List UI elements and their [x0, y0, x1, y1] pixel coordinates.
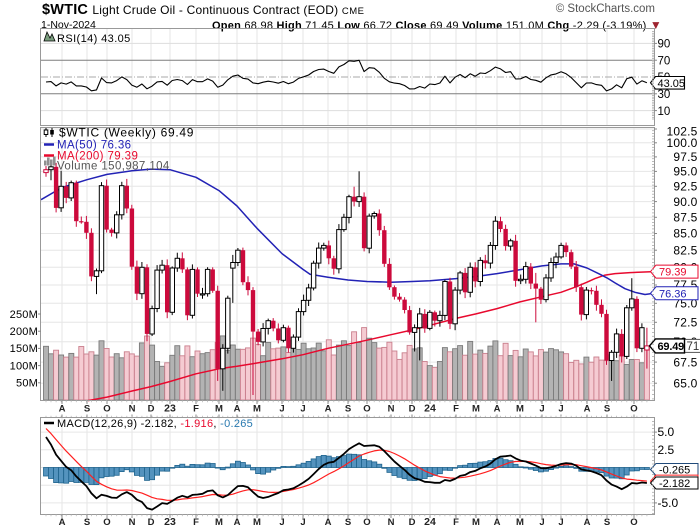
svg-text:M: M — [516, 404, 524, 415]
svg-text:A: A — [59, 404, 66, 415]
svg-text:43.05: 43.05 — [658, 78, 686, 90]
svg-text:S: S — [84, 517, 90, 528]
svg-text:102.5: 102.5 — [666, 125, 697, 139]
svg-text:30: 30 — [658, 89, 671, 101]
svg-text:92.5: 92.5 — [673, 180, 697, 194]
svg-text:-5.0: -5.0 — [658, 496, 679, 510]
svg-text:S: S — [345, 517, 351, 528]
svg-text:J: J — [539, 404, 544, 415]
svg-text:-2.182: -2.182 — [659, 478, 690, 490]
svg-text:24: 24 — [424, 403, 436, 415]
svg-text:100.0: 100.0 — [666, 136, 697, 150]
svg-text:10: 10 — [658, 106, 671, 118]
svg-text:MA(50) 76.36: MA(50) 76.36 — [57, 140, 131, 152]
svg-text:RSI(14) 43.05: RSI(14) 43.05 — [57, 33, 131, 45]
svg-text:M: M — [472, 404, 480, 415]
svg-text:72.5: 72.5 — [673, 316, 697, 330]
svg-text:76.36: 76.36 — [659, 288, 687, 300]
svg-text:$WTIC (Weekly) 69.49: $WTIC (Weekly) 69.49 — [59, 126, 194, 140]
svg-text:70: 70 — [658, 55, 671, 67]
svg-text:F: F — [193, 404, 199, 415]
svg-text:S: S — [604, 517, 610, 528]
svg-text:23: 23 — [164, 403, 176, 415]
svg-text:J: J — [300, 404, 305, 415]
svg-text:A: A — [234, 517, 241, 528]
svg-text:M: M — [215, 404, 223, 415]
svg-text:250M: 250M — [10, 309, 38, 321]
svg-text:79.39: 79.39 — [659, 267, 687, 279]
svg-text:N: N — [388, 404, 395, 415]
svg-text:J: J — [539, 517, 544, 528]
svg-text:69.49: 69.49 — [658, 341, 685, 353]
svg-text:82.5: 82.5 — [673, 243, 697, 257]
svg-text:D: D — [148, 517, 155, 528]
svg-text:S: S — [345, 404, 351, 415]
svg-text:50M: 50M — [16, 378, 38, 390]
svg-text:M: M — [215, 517, 223, 528]
svg-text:O: O — [363, 517, 370, 528]
svg-text:M: M — [253, 404, 261, 415]
svg-text:Volume 150,987,104: Volume 150,987,104 — [57, 161, 170, 173]
svg-text:90: 90 — [658, 39, 671, 51]
svg-text:90.0: 90.0 — [673, 195, 697, 209]
svg-text:A: A — [59, 517, 66, 528]
svg-text:J: J — [300, 517, 305, 528]
svg-text:65.0: 65.0 — [673, 376, 697, 390]
svg-text:M: M — [253, 517, 261, 528]
svg-text:A: A — [584, 517, 591, 528]
svg-text:D: D — [409, 517, 416, 528]
svg-text:5.0: 5.0 — [658, 425, 675, 439]
svg-text:O: O — [363, 404, 370, 415]
svg-text:23: 23 — [164, 516, 176, 528]
svg-text:N: N — [388, 517, 395, 528]
svg-text:N: N — [129, 517, 136, 528]
svg-text:O: O — [630, 404, 637, 415]
svg-text:O: O — [103, 404, 110, 415]
svg-text:A: A — [494, 517, 501, 528]
svg-text:J: J — [558, 517, 563, 528]
svg-text:150M: 150M — [10, 343, 38, 355]
svg-text:71.07: 71.07 — [687, 341, 700, 353]
svg-text:100M: 100M — [10, 360, 38, 372]
svg-text:D: D — [148, 404, 155, 415]
svg-text:85.0: 85.0 — [673, 227, 697, 241]
svg-text:95.0: 95.0 — [673, 165, 697, 179]
svg-text:F: F — [193, 517, 199, 528]
svg-text:24: 24 — [424, 516, 436, 528]
svg-text:M: M — [472, 517, 480, 528]
svg-text:O: O — [630, 517, 637, 528]
svg-text:97.5: 97.5 — [673, 150, 697, 164]
svg-text:MACD(12,26,9) -2.182, -1.916,: MACD(12,26,9) -2.182, -1.916, -0.265 — [57, 418, 253, 430]
svg-text:A: A — [234, 404, 241, 415]
svg-text:M: M — [516, 517, 524, 528]
svg-text:A: A — [325, 517, 332, 528]
svg-text:87.5: 87.5 — [673, 211, 697, 225]
svg-text:200M: 200M — [10, 326, 38, 338]
svg-text:J: J — [279, 404, 284, 415]
svg-text:A: A — [325, 404, 332, 415]
svg-text:F: F — [453, 517, 459, 528]
svg-text:O: O — [103, 517, 110, 528]
svg-text:-0.265: -0.265 — [659, 465, 690, 477]
svg-text:N: N — [129, 404, 136, 415]
svg-text:2.5: 2.5 — [658, 443, 675, 457]
svg-text:S: S — [604, 404, 610, 415]
svg-text:MA(200) 79.39: MA(200) 79.39 — [57, 151, 138, 163]
svg-text:D: D — [409, 404, 416, 415]
svg-text:F: F — [453, 404, 459, 415]
svg-text:67.5: 67.5 — [673, 355, 697, 369]
svg-text:J: J — [279, 517, 284, 528]
svg-text:S: S — [84, 404, 90, 415]
svg-text:J: J — [558, 404, 563, 415]
svg-text:A: A — [584, 404, 591, 415]
svg-text:A: A — [494, 404, 501, 415]
